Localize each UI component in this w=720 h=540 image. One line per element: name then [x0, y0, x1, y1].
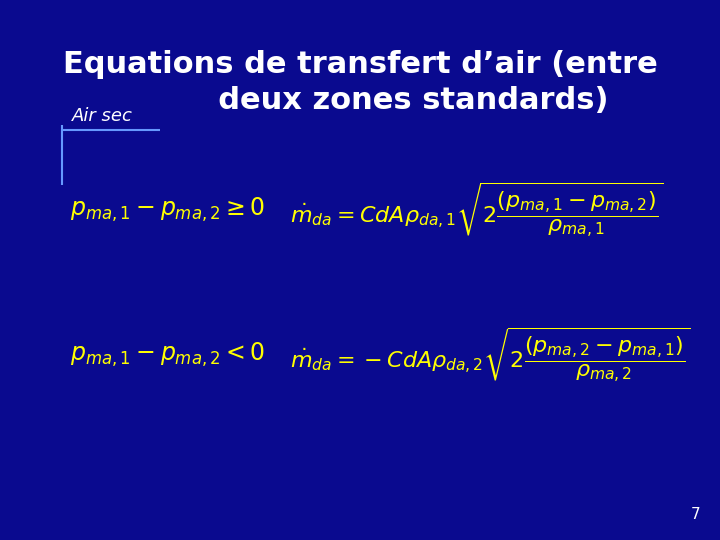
Text: $p_{ma,1} - p_{ma,2} < 0$: $p_{ma,1} - p_{ma,2} < 0$: [70, 341, 265, 369]
Text: $\dot{m}_{da} = CdA\rho_{da,1}\sqrt{2\dfrac{\left(p_{ma,1} - p_{ma,2}\right)}{\r: $\dot{m}_{da} = CdA\rho_{da,1}\sqrt{2\df…: [290, 180, 664, 240]
Text: Air sec: Air sec: [72, 107, 133, 125]
Text: $p_{ma,1} - p_{ma,2} \geq 0$: $p_{ma,1} - p_{ma,2} \geq 0$: [70, 196, 265, 224]
Text: Equations de transfert d’air (entre
          deux zones standards): Equations de transfert d’air (entre deux…: [63, 50, 657, 115]
Text: 7: 7: [690, 507, 700, 522]
Text: $\dot{m}_{da} = -CdA\rho_{da,2}\sqrt{2\dfrac{\left(p_{ma,2} - p_{ma,1}\right)}{\: $\dot{m}_{da} = -CdA\rho_{da,2}\sqrt{2\d…: [290, 325, 691, 385]
